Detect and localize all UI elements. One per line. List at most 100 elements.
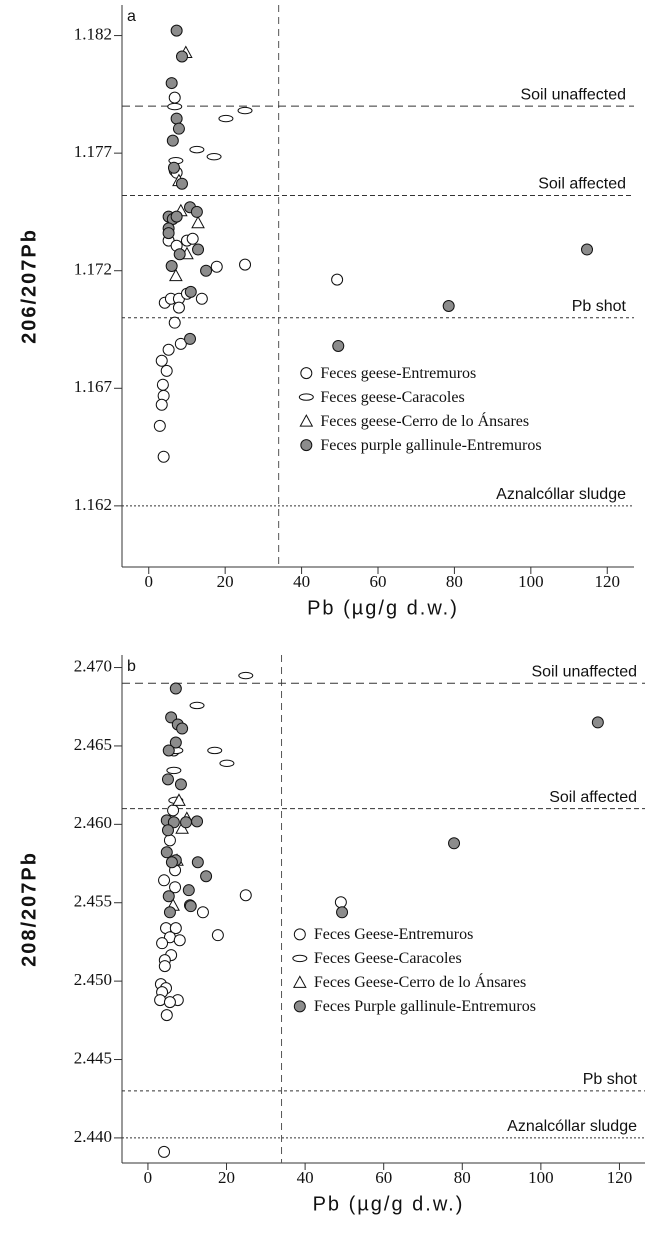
reference-label: Aznalcóllar sludge (507, 1118, 637, 1135)
point (189, 145, 205, 154)
point (239, 889, 252, 902)
point (172, 301, 185, 314)
point (167, 816, 180, 829)
point (172, 122, 185, 135)
x-tick-label: 40 (293, 572, 310, 591)
point (169, 268, 183, 282)
point (162, 744, 175, 757)
reference-label: Soil affected (538, 176, 626, 193)
x-tick-label: 60 (370, 572, 387, 591)
point (191, 856, 204, 869)
point (165, 260, 178, 273)
y-axis-title: 208/207Pb (18, 851, 40, 967)
point (165, 856, 178, 869)
y-tick-label: 2.455 (74, 892, 112, 911)
point (172, 793, 186, 806)
point (166, 134, 179, 147)
x-axis-title: Pb (µg/g d.w.) (307, 597, 459, 619)
y-tick-label: 2.445 (74, 1048, 112, 1067)
point (448, 837, 461, 850)
point (175, 50, 188, 63)
y-tick-label: 2.450 (74, 970, 112, 989)
point (219, 759, 235, 768)
point (161, 824, 174, 837)
point (218, 114, 234, 123)
point (174, 778, 187, 791)
x-tick-label: 80 (454, 1168, 471, 1187)
point (180, 816, 193, 829)
x-tick-label: 0 (144, 1168, 153, 1187)
legend-marker (298, 393, 314, 401)
point (162, 227, 175, 240)
point (166, 766, 182, 775)
point (237, 106, 253, 115)
point (167, 804, 180, 817)
point (163, 906, 176, 919)
point (182, 884, 195, 897)
panel: 2.440 2.445 2.450 2.455 2.460 2.465 2.470 0 20 40… (18, 655, 645, 1215)
point (189, 701, 205, 710)
legend-label: Feces geese-Cerro de lo Ánsares (320, 411, 529, 430)
y-tick-label: 1.177 (74, 142, 113, 161)
point (170, 210, 183, 223)
point (158, 1145, 171, 1158)
y-tick-label: 2.470 (74, 656, 112, 675)
point (442, 299, 455, 312)
point (158, 960, 171, 973)
point (206, 152, 222, 161)
reference-label: Soil unaffected (520, 86, 626, 103)
reference-label: Soil unaffected (531, 663, 637, 680)
reference-label: Pb shot (583, 1071, 638, 1088)
point (173, 934, 186, 947)
point (170, 112, 183, 125)
y-tick-label: 1.172 (74, 260, 112, 279)
y-tick-label: 2.465 (74, 735, 112, 754)
y-axis-title: 206/207Pb (18, 228, 40, 344)
point (191, 215, 205, 229)
point (169, 922, 182, 935)
point (160, 1009, 173, 1022)
point (184, 900, 197, 913)
point (336, 906, 349, 919)
legend-label: Feces Geese-Caracoles (314, 950, 462, 967)
reference-label: Aznalcóllar sludge (496, 486, 626, 503)
point (200, 870, 213, 883)
point (153, 419, 166, 432)
point (207, 746, 223, 755)
point (332, 339, 345, 352)
legend-marker (292, 954, 308, 963)
x-axis-title: Pb (µg/g d.w.) (313, 1193, 465, 1215)
panel-label: a (127, 8, 136, 25)
reference-label: Pb shot (572, 298, 627, 315)
point (156, 378, 169, 391)
point (167, 102, 183, 111)
point (184, 285, 197, 298)
point (161, 773, 174, 786)
legend-label: Feces Geese-Entremuros (314, 926, 474, 943)
point (331, 273, 344, 286)
legend-label: Feces geese-Entremuros (320, 365, 476, 382)
point (186, 232, 199, 245)
legend-marker (300, 367, 313, 380)
point (155, 398, 168, 411)
point (170, 24, 183, 37)
y-tick-label: 1.182 (74, 24, 112, 43)
point (169, 736, 182, 749)
point (196, 906, 209, 919)
point (154, 994, 167, 1007)
point (591, 716, 604, 729)
point (173, 248, 186, 261)
panel: 1.162 1.167 1.172 1.177 1.182 0 20 40 60 80 100 120… (18, 5, 634, 619)
point (174, 337, 187, 350)
point (163, 996, 176, 1009)
point (168, 91, 181, 104)
point (165, 77, 178, 90)
legend-label: Feces Purple gallinule-Entremuros (314, 998, 536, 1015)
point (158, 874, 171, 887)
legend-marker (300, 439, 313, 452)
point (156, 937, 169, 950)
x-tick-label: 120 (595, 572, 621, 591)
point (163, 834, 176, 847)
point (169, 881, 182, 894)
reference-label: Soil affected (549, 789, 637, 806)
